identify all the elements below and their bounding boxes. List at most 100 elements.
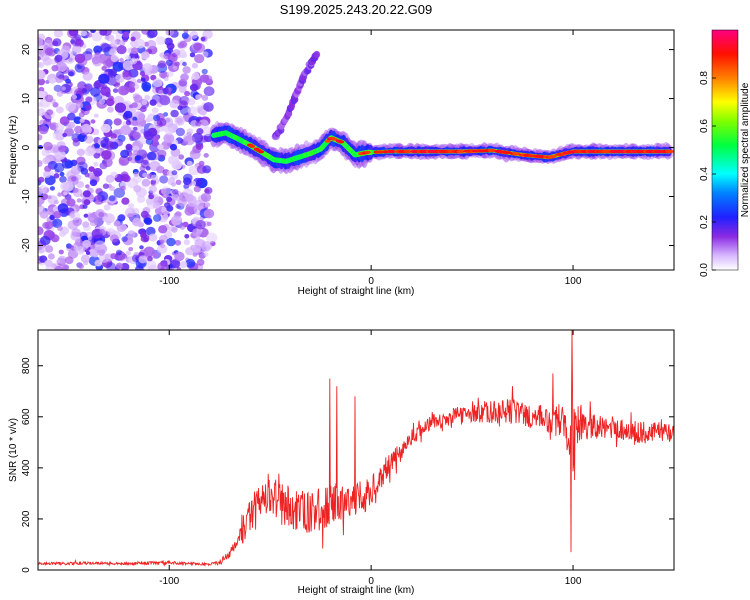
noise-blob [55,61,67,73]
noise-blob [185,258,196,268]
noise-blob [90,119,96,124]
noise-blob [43,171,51,178]
noise-blob [183,239,191,246]
noise-blob [140,160,150,169]
noise-blob [122,71,133,80]
noise-blob [49,123,57,130]
noise-blob [203,252,209,257]
noise-blob [110,38,121,47]
noise-blob [82,221,90,228]
noise-blob [93,152,101,159]
noise-blob [107,230,112,236]
noise-blob [131,102,138,108]
noise-blob [40,52,50,62]
noise-blob [171,160,182,170]
noise-blob [98,73,110,85]
noise-blob [105,174,115,183]
noise-blob [121,197,130,205]
noise-blob [141,99,148,105]
noise-blob [134,155,141,161]
noise-blob [69,210,80,221]
noise-blob [108,48,117,56]
y-tick-label: 800 [21,357,32,374]
noise-blob [38,56,41,61]
noise-blob [166,196,173,202]
noise-blob [105,98,115,107]
noise-blob [60,83,72,93]
noise-blob [146,39,157,50]
noise-blob [158,225,168,234]
noise-blob [183,135,195,146]
noise-blob [170,109,179,118]
y-tick-label: -20 [21,238,32,253]
noise-blob [125,250,131,256]
colorbar-tick-label: 0.8 [699,71,710,85]
colorbar-label: Normalized spectral amplitude [740,82,750,217]
noise-blob [171,182,177,187]
noise-blob [87,172,95,179]
noise-blob [121,236,128,243]
noise-blob [85,53,93,61]
noise-blob [117,214,126,222]
noise-blob [144,217,153,225]
noise-blob [142,63,153,73]
noise-blob [38,108,46,117]
noise-blob [107,106,114,113]
noise-blob [94,259,103,267]
noise-blob [133,94,143,103]
noise-blob [49,77,56,84]
noise-blob [103,58,114,69]
noise-blob [179,224,186,230]
ridge-trace [209,121,674,175]
noise-blob [178,154,185,160]
noise-blob [66,198,76,207]
noise-blob [38,102,43,108]
noise-blob [38,176,45,183]
noise-blob [68,57,73,62]
ridge-peak [258,150,265,154]
spectrogram-content [38,30,674,270]
noise-blob [136,195,146,203]
noise-blob [184,90,191,97]
noise-blob [98,98,106,105]
noise-blob [164,37,173,46]
noise-blob [122,37,128,43]
noise-blob [156,118,167,127]
noise-blob [165,30,175,37]
noise-blob [136,78,142,84]
y-tick-label: 200 [21,510,32,527]
noise-blob [109,234,119,243]
noise-blob [89,179,98,187]
noise-blob [179,261,188,268]
noise-blob [94,143,100,149]
noise-blob [70,166,81,175]
noise-blob [111,30,119,35]
ridge-peak [387,149,397,154]
ridge-peak [547,155,557,159]
noise-blob [151,107,159,114]
noise-blob [200,36,206,42]
noise-blob [139,245,144,250]
noise-blob [82,71,93,81]
noise-blob [127,230,136,238]
noise-blob [47,195,52,200]
snr-ticks: -100 0 100 0 200 400 600 800 [21,330,674,587]
ridge-peak [665,149,674,154]
noise-blob [64,160,74,169]
noise-blob [186,128,194,135]
noise-blob [202,51,209,58]
noise-blob [79,118,85,123]
figure-title: S199.2025.243.20.22.G09 [280,2,433,17]
noise-blob [147,256,153,262]
noise-blob [169,99,179,109]
noise-blob [38,244,43,251]
noise-blob [148,233,158,242]
noise-blob [204,188,210,194]
noise-blob [113,118,122,126]
colorbar-tick-label: 0.4 [699,167,710,181]
colorbar-tick-label: 0.2 [699,215,710,229]
noise-blob [172,65,178,71]
noise-blob [115,262,123,270]
